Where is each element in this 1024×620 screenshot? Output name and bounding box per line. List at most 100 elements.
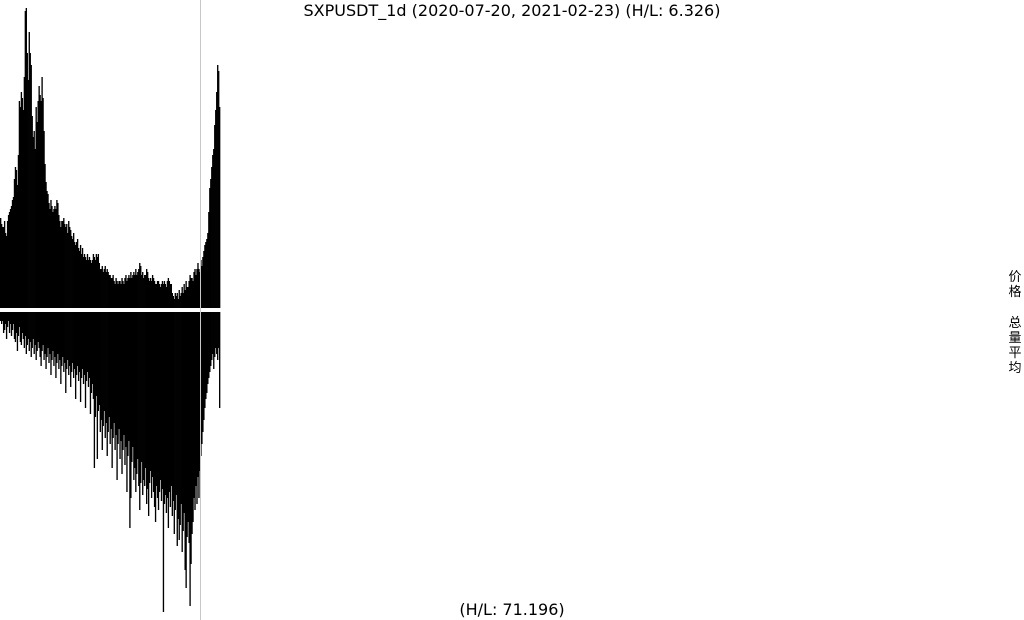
volume-bar bbox=[149, 312, 152, 471]
volume-bar bbox=[121, 312, 123, 474]
price-bar bbox=[80, 254, 83, 308]
volume-bar bbox=[177, 312, 179, 519]
price-bar bbox=[160, 284, 163, 308]
volume-bar bbox=[99, 312, 101, 432]
price-bar bbox=[73, 233, 75, 308]
volume-bar bbox=[96, 312, 99, 459]
price-bar bbox=[45, 182, 47, 308]
price-bar bbox=[171, 293, 173, 308]
price-bar bbox=[115, 278, 117, 308]
volume-bar bbox=[130, 312, 132, 498]
volume-bar bbox=[194, 312, 196, 510]
price-bar bbox=[25, 8, 27, 308]
volume-bar bbox=[140, 312, 142, 483]
price-bar bbox=[121, 278, 123, 308]
volume-bar bbox=[116, 312, 118, 480]
price-bar bbox=[125, 275, 127, 308]
price-bar bbox=[207, 233, 209, 308]
volume-bar bbox=[26, 312, 28, 345]
price-bar bbox=[76, 239, 79, 308]
price-bar bbox=[135, 269, 137, 308]
price-bar bbox=[151, 275, 154, 308]
price-bar bbox=[180, 293, 182, 308]
price-bar bbox=[72, 239, 74, 308]
volume-bar bbox=[48, 312, 50, 363]
price-bar bbox=[108, 275, 110, 308]
volume-bar bbox=[82, 312, 85, 384]
volume-bar bbox=[172, 312, 174, 501]
volume-bar bbox=[114, 312, 116, 450]
price-bar bbox=[138, 269, 140, 308]
volume-bar bbox=[185, 312, 187, 588]
price-bar bbox=[103, 269, 105, 308]
volume-bar bbox=[217, 312, 219, 360]
volume-bar bbox=[145, 312, 147, 468]
price-bar bbox=[90, 263, 93, 308]
price-bar bbox=[120, 284, 122, 308]
price-bar bbox=[43, 131, 45, 308]
volume-bar bbox=[59, 312, 61, 360]
price-bar bbox=[127, 278, 129, 308]
price-bar bbox=[96, 257, 99, 308]
price-bar bbox=[110, 278, 112, 308]
price-bar bbox=[106, 269, 108, 308]
price-bar bbox=[169, 284, 172, 308]
volume-bar bbox=[85, 312, 88, 381]
volume-bar bbox=[72, 312, 74, 363]
volume-bar bbox=[142, 312, 144, 495]
volume-bar bbox=[101, 312, 103, 450]
volume-bar bbox=[91, 312, 94, 384]
price-bar bbox=[209, 188, 211, 308]
volume-bar bbox=[163, 312, 166, 504]
price-bar bbox=[107, 272, 109, 308]
volume-bar bbox=[13, 312, 16, 339]
volume-bar bbox=[32, 312, 34, 339]
volume-bar bbox=[25, 312, 27, 354]
price-bar bbox=[40, 101, 42, 308]
volume-bar bbox=[216, 312, 218, 354]
price-bar bbox=[4, 233, 7, 308]
price-bar bbox=[32, 137, 34, 308]
volume-bar bbox=[150, 312, 153, 498]
price-bar bbox=[38, 86, 40, 308]
price-bar bbox=[79, 245, 82, 308]
volume-bar bbox=[141, 312, 143, 462]
price-bar bbox=[11, 200, 14, 308]
volume-bar bbox=[196, 312, 198, 504]
price-bar bbox=[119, 281, 121, 308]
volume-bar bbox=[128, 312, 130, 441]
price-bar bbox=[47, 194, 49, 308]
price-bar bbox=[176, 293, 178, 308]
price-bar bbox=[153, 281, 156, 308]
volume-bar bbox=[173, 312, 175, 534]
price-bar bbox=[20, 92, 23, 308]
price-bar bbox=[13, 179, 16, 308]
price-bar bbox=[67, 233, 69, 308]
volume-bar bbox=[123, 312, 125, 435]
price-bar bbox=[94, 260, 97, 308]
price-bar bbox=[89, 260, 92, 308]
volume-bar bbox=[69, 312, 71, 366]
volume-bar bbox=[198, 312, 200, 498]
volume-bar bbox=[86, 312, 89, 372]
price-bar bbox=[70, 230, 72, 308]
price-bar bbox=[199, 272, 201, 308]
price-bar bbox=[203, 251, 205, 308]
volume-bar bbox=[182, 312, 184, 531]
price-bar bbox=[74, 245, 77, 308]
price-bar bbox=[188, 281, 190, 308]
price-bar bbox=[202, 257, 204, 308]
price-bar bbox=[168, 281, 171, 308]
volume-bar bbox=[161, 312, 164, 489]
price-bar bbox=[193, 272, 195, 308]
volume-bar bbox=[155, 312, 158, 486]
price-bar bbox=[182, 293, 184, 308]
volume-bar bbox=[79, 312, 82, 402]
volume-bar bbox=[125, 312, 127, 447]
price-bar bbox=[164, 284, 167, 308]
volume-bar bbox=[211, 312, 213, 360]
volume-bar bbox=[60, 312, 62, 384]
volume-bar bbox=[133, 312, 135, 480]
volume-bar bbox=[68, 312, 70, 375]
